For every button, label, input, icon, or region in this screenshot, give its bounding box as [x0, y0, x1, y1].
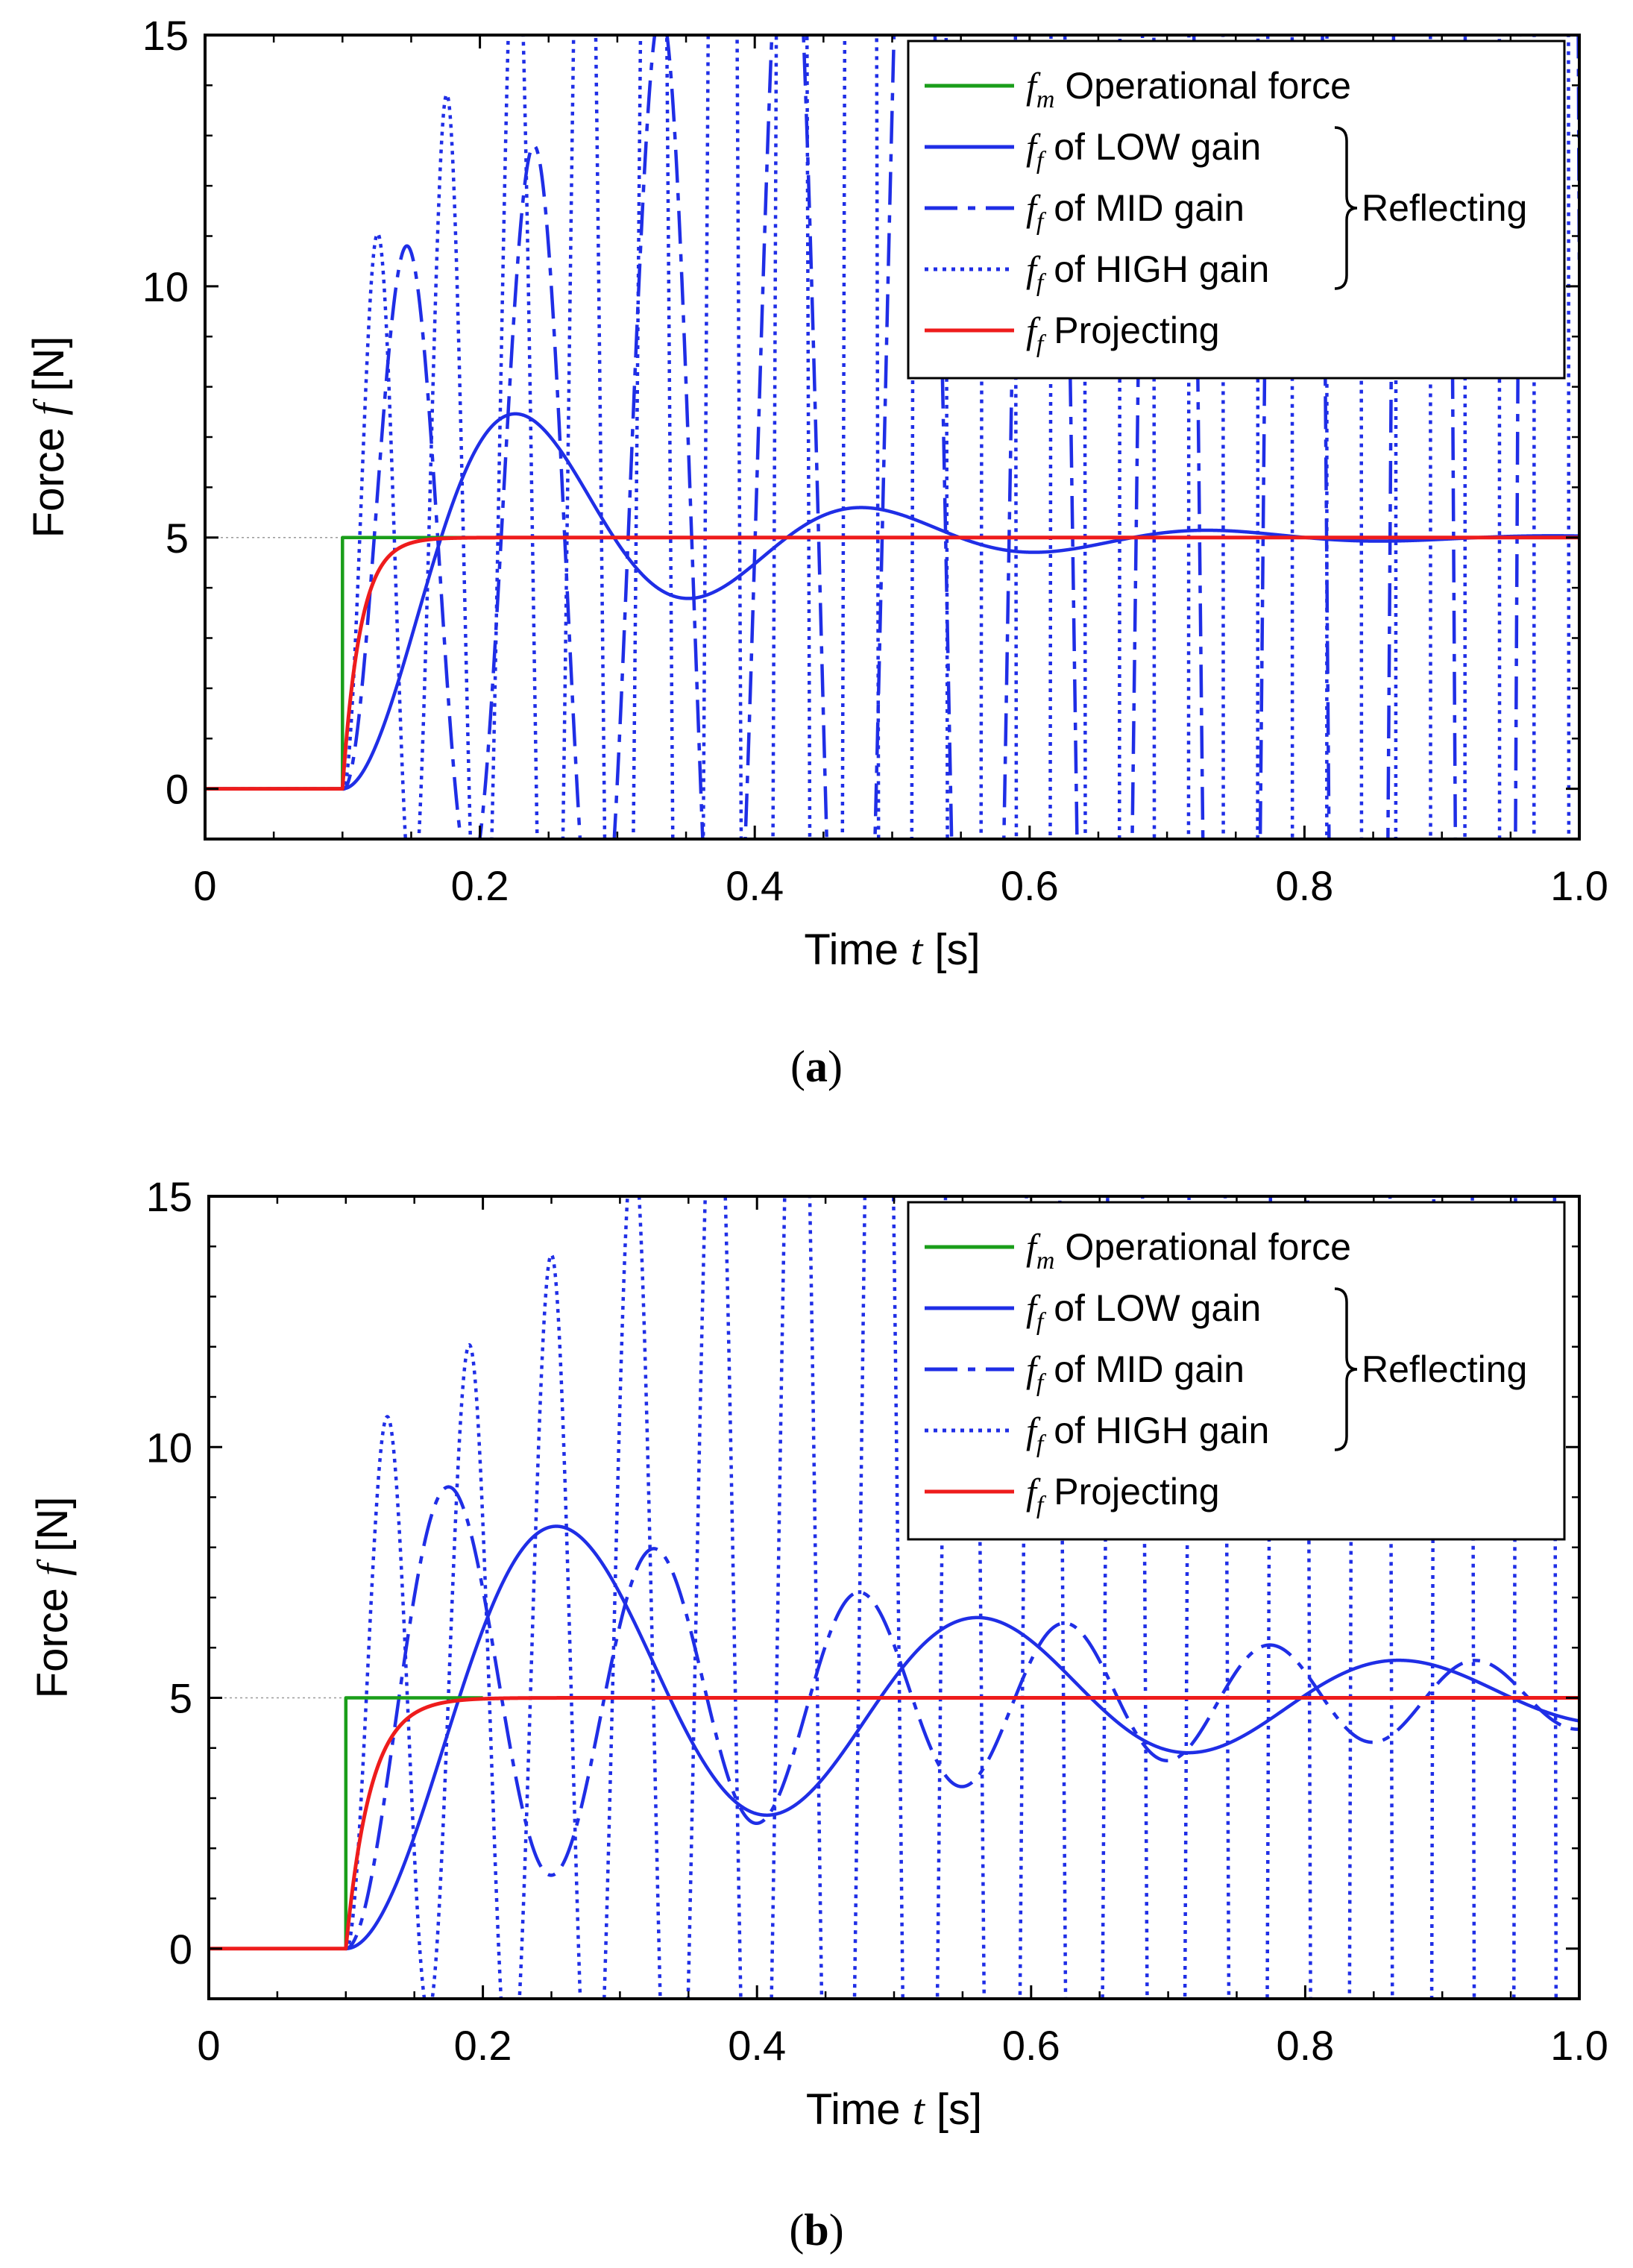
- y-tick-label: 15: [142, 12, 189, 59]
- legend-entry-label: ff of HIGH gain: [1026, 1410, 1269, 1458]
- series-line-operational-force: [209, 1696, 483, 1950]
- series-line-of-mid-gain: [205, 35, 1579, 839]
- caption-close: ): [828, 1042, 843, 1091]
- y-tick-label: 5: [169, 1675, 192, 1722]
- legend-entry-label: fm Operational force: [1026, 1226, 1351, 1275]
- x-axis-label-unit: [s]: [922, 926, 980, 974]
- series-line-projecting: [205, 535, 1579, 791]
- legend-brace: [1334, 1287, 1358, 1451]
- caption-letter: a: [805, 1042, 828, 1091]
- legend-entry-label: ff of MID gain: [1026, 187, 1245, 236]
- x-tick-label: 0.2: [454, 2022, 512, 2069]
- y-tick-label: 15: [146, 1173, 192, 1220]
- x-axis-label: Time t [s]: [806, 2085, 982, 2134]
- x-tick-label: 0: [197, 2022, 220, 2069]
- legend-subscript: m: [1036, 1247, 1055, 1275]
- legend: fm Operational force ff of LOW gain ff of …: [907, 1201, 1566, 1541]
- legend-text: of HIGH gain: [1043, 248, 1269, 290]
- chart-b: 0 0.2 0.4 0.6 0.8 1.0 0 5 10 15 Time t [s] Force f …: [28, 1173, 1608, 2255]
- x-axis-label-var: t: [913, 2085, 926, 2134]
- series-line-operational-force: [205, 535, 480, 791]
- y-axis-label-unit: [N]: [25, 336, 73, 403]
- legend-text: Projecting: [1043, 310, 1219, 351]
- legend-entry-label: ff Projecting: [1026, 1471, 1220, 1519]
- legend-subscript: m: [1036, 86, 1055, 113]
- x-tick-label: 0: [193, 862, 216, 909]
- x-tick-label: 0.8: [1275, 862, 1333, 909]
- series-group: [205, 35, 1579, 839]
- x-axis-label-text: Time: [804, 926, 910, 974]
- x-tick-label: 0.6: [1001, 862, 1059, 909]
- series-group: [209, 1196, 1579, 1999]
- y-axis-label: Force f [N]: [28, 1497, 77, 1699]
- y-tick-label: 10: [142, 263, 189, 310]
- series-line-projecting: [209, 1696, 1579, 1951]
- x-tick-label: 1.0: [1550, 862, 1608, 909]
- x-tick-label: 0.6: [1002, 2022, 1060, 2069]
- y-tick-label: 0: [169, 1926, 192, 1973]
- x-axis-label: Time t [s]: [804, 926, 980, 974]
- series-line-of-low-gain: [209, 1524, 1579, 1950]
- y-tick-label: 10: [146, 1424, 192, 1471]
- legend-group-label: Reflecting: [1362, 1348, 1527, 1390]
- legend-brace: [1334, 126, 1358, 290]
- y-tick-label: 5: [166, 515, 189, 562]
- y-axis-label-unit: [N]: [28, 1497, 77, 1564]
- legend-entry-label: ff of HIGH gain: [1026, 248, 1269, 297]
- legend: fm Operational force ff of LOW gain ff of …: [907, 40, 1566, 380]
- caption-open: (: [790, 1042, 805, 1091]
- caption-open: (: [789, 2205, 804, 2255]
- caption-letter: b: [804, 2205, 828, 2255]
- x-tick-label: 0.8: [1276, 2022, 1334, 2069]
- legend-text: Operational force: [1054, 1226, 1350, 1268]
- legend-box: [907, 1201, 1566, 1541]
- subfigure-caption: (b): [789, 2205, 843, 2255]
- legend-text: of MID gain: [1043, 1348, 1245, 1390]
- y-tick-label: 0: [166, 766, 189, 813]
- legend-text: of HIGH gain: [1043, 1410, 1269, 1451]
- series-line-of-high-gain: [205, 35, 1571, 839]
- legend-text: Projecting: [1043, 1471, 1219, 1512]
- subfigure-caption: (a): [790, 1042, 843, 1091]
- x-tick-label: 0.2: [451, 862, 509, 909]
- y-axis-label-text: Force: [28, 1576, 77, 1698]
- series-line-of-mid-gain: [209, 1485, 1579, 1950]
- caption-close: ): [829, 2205, 844, 2255]
- legend-text: Operational force: [1054, 65, 1350, 107]
- series-line-of-high-gain: [209, 1196, 1558, 1999]
- y-axis-label-text: Force: [25, 415, 73, 538]
- x-tick-label: 0.4: [726, 862, 784, 909]
- x-axis-label-var: t: [910, 926, 924, 974]
- legend-text: of LOW gain: [1043, 126, 1261, 168]
- y-axis-label: Force f [N]: [25, 336, 73, 538]
- chart-a: 0 0.2 0.4 0.6 0.8 1.0 0 5 10 15 Time t [s] Force f …: [25, 12, 1608, 1091]
- legend-text: of LOW gain: [1043, 1287, 1261, 1329]
- legend-entry-label: ff Projecting: [1026, 310, 1220, 358]
- x-tick-label: 1.0: [1550, 2022, 1608, 2069]
- legend-box: [907, 40, 1566, 380]
- legend-entry-label: fm Operational force: [1026, 65, 1351, 113]
- legend-text: of MID gain: [1043, 187, 1245, 229]
- x-axis-label-text: Time: [806, 2085, 913, 2134]
- legend-entry-label: ff of MID gain: [1026, 1348, 1245, 1397]
- x-tick-label: 0.4: [728, 2022, 786, 2069]
- legend-entry-label: ff of LOW gain: [1026, 1287, 1261, 1336]
- legend-entry-label: ff of LOW gain: [1026, 126, 1261, 175]
- series-line-of-low-gain: [205, 412, 1579, 791]
- x-axis-label-unit: [s]: [925, 2085, 982, 2134]
- legend-group-label: Reflecting: [1362, 187, 1527, 229]
